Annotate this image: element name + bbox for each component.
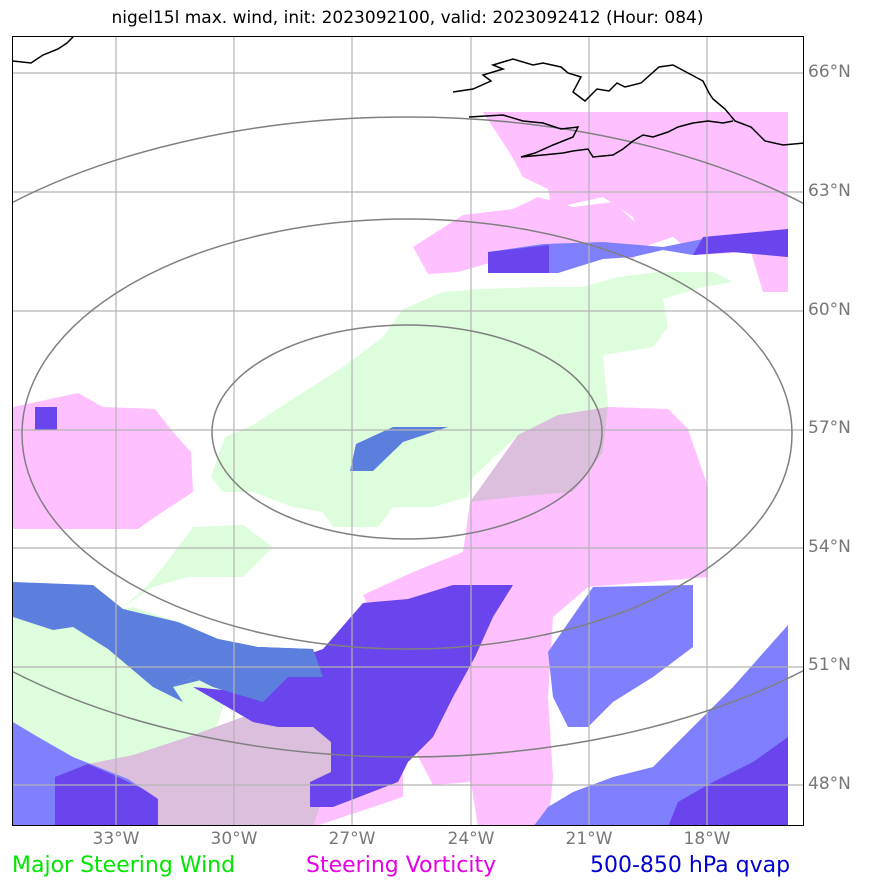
lat-label-63n: 63°N bbox=[808, 181, 851, 201]
lat-label-66n: 66°N bbox=[808, 62, 851, 82]
wind-layer bbox=[13, 272, 733, 825]
qvap-region-southwest-dark bbox=[55, 764, 158, 825]
vorticity-region-central bbox=[363, 407, 708, 825]
lon-label-18w: 18°W bbox=[683, 829, 731, 849]
qvap-spot-central bbox=[350, 427, 448, 471]
lat-label-51n: 51°N bbox=[808, 655, 851, 675]
coastline-greenland bbox=[13, 37, 74, 64]
lat-label-57n: 57°N bbox=[808, 418, 851, 438]
qvap-band-north-dark bbox=[488, 245, 549, 273]
coastline-iceland bbox=[452, 58, 803, 158]
lon-label-30w: 30°W bbox=[210, 829, 258, 849]
qvap-spot-west bbox=[35, 407, 57, 430]
qvap-region-southeast-medium bbox=[534, 625, 788, 825]
qvap-region-east bbox=[548, 585, 693, 727]
legend-qvap: 500-850 hPa qvap bbox=[590, 853, 791, 878]
lon-label-27w: 27°W bbox=[328, 829, 376, 849]
legend-major-steering-wind: Major Steering Wind bbox=[12, 853, 236, 878]
map-frame[interactable] bbox=[12, 36, 804, 826]
lon-label-24w: 24°W bbox=[447, 829, 495, 849]
legend-steering-vorticity: Steering Vorticity bbox=[306, 853, 497, 878]
map-title: nigel15l max. wind, init: 2023092100, va… bbox=[111, 8, 704, 28]
range-ring-middle bbox=[21, 218, 793, 650]
vorticity-region-north bbox=[413, 197, 653, 274]
vorticity-region-west bbox=[13, 393, 193, 529]
qvap-region-central-dark bbox=[193, 585, 513, 807]
range-ring-inner bbox=[211, 324, 603, 540]
overlap-region-east bbox=[470, 407, 608, 502]
wind-region-central bbox=[211, 272, 733, 527]
lon-label-21w: 21°W bbox=[565, 829, 613, 849]
map-canvas bbox=[13, 37, 803, 825]
lon-label-33w: 33°W bbox=[92, 829, 140, 849]
qvap-layer bbox=[13, 229, 788, 825]
coastline bbox=[13, 37, 803, 158]
graticule bbox=[13, 37, 803, 825]
range-rings bbox=[13, 116, 803, 758]
qvap-band-northeast-dark bbox=[693, 229, 788, 257]
range-ring-outer bbox=[13, 116, 803, 758]
wind-region-west-upper bbox=[123, 525, 273, 607]
lat-label-48n: 48°N bbox=[808, 774, 851, 794]
lat-label-60n: 60°N bbox=[808, 300, 851, 320]
lat-label-54n: 54°N bbox=[808, 537, 851, 557]
qvap-region-southeast-dark bbox=[668, 737, 788, 825]
qvap-region-central-steel bbox=[173, 622, 323, 702]
